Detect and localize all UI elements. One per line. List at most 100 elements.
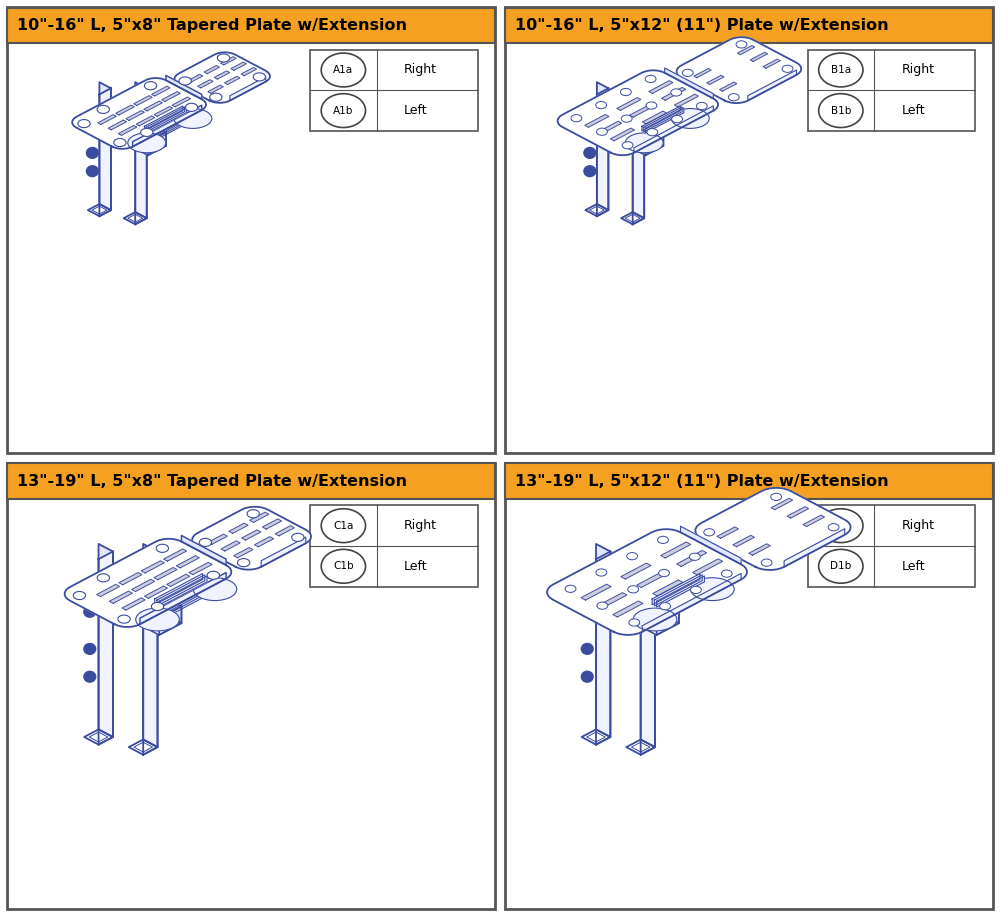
Polygon shape bbox=[665, 68, 713, 99]
Ellipse shape bbox=[819, 53, 863, 87]
Polygon shape bbox=[717, 527, 738, 539]
Polygon shape bbox=[661, 542, 691, 558]
Ellipse shape bbox=[660, 603, 671, 610]
Ellipse shape bbox=[629, 619, 640, 627]
Ellipse shape bbox=[156, 544, 168, 552]
Circle shape bbox=[581, 643, 593, 654]
Polygon shape bbox=[99, 544, 113, 737]
Polygon shape bbox=[262, 519, 282, 529]
Ellipse shape bbox=[321, 508, 366, 542]
Text: C1b: C1b bbox=[333, 562, 354, 572]
Polygon shape bbox=[254, 537, 274, 547]
FancyBboxPatch shape bbox=[808, 506, 975, 586]
Polygon shape bbox=[172, 97, 191, 107]
Polygon shape bbox=[634, 106, 713, 153]
Polygon shape bbox=[630, 104, 654, 117]
Ellipse shape bbox=[565, 585, 576, 593]
FancyBboxPatch shape bbox=[505, 6, 993, 453]
Polygon shape bbox=[234, 548, 253, 558]
Text: D1a: D1a bbox=[830, 520, 851, 530]
Ellipse shape bbox=[819, 93, 863, 127]
Polygon shape bbox=[597, 82, 608, 210]
Ellipse shape bbox=[628, 585, 639, 593]
Polygon shape bbox=[98, 114, 116, 125]
Ellipse shape bbox=[682, 70, 693, 76]
Text: 10"-16" L, 5"x12" (11") Plate w/Extension: 10"-16" L, 5"x12" (11") Plate w/Extensio… bbox=[515, 17, 888, 33]
Polygon shape bbox=[229, 523, 248, 533]
Ellipse shape bbox=[736, 41, 747, 48]
Circle shape bbox=[84, 643, 96, 654]
Polygon shape bbox=[643, 115, 689, 144]
FancyBboxPatch shape bbox=[7, 7, 495, 43]
Polygon shape bbox=[250, 512, 269, 522]
Polygon shape bbox=[164, 549, 187, 562]
Ellipse shape bbox=[321, 53, 366, 87]
Polygon shape bbox=[652, 573, 700, 605]
Polygon shape bbox=[261, 537, 306, 567]
Polygon shape bbox=[663, 598, 679, 623]
Ellipse shape bbox=[696, 103, 707, 110]
Polygon shape bbox=[189, 562, 212, 574]
Polygon shape bbox=[633, 82, 644, 218]
Text: C1a: C1a bbox=[333, 520, 354, 530]
Ellipse shape bbox=[151, 603, 164, 611]
Polygon shape bbox=[133, 105, 202, 147]
Ellipse shape bbox=[721, 570, 732, 577]
Polygon shape bbox=[118, 125, 137, 136]
Polygon shape bbox=[275, 526, 294, 536]
Polygon shape bbox=[585, 204, 608, 216]
Polygon shape bbox=[187, 74, 203, 82]
Polygon shape bbox=[633, 139, 663, 156]
Circle shape bbox=[584, 166, 596, 177]
Polygon shape bbox=[654, 574, 702, 606]
Polygon shape bbox=[585, 114, 609, 127]
Circle shape bbox=[86, 166, 98, 177]
Ellipse shape bbox=[321, 93, 366, 127]
Polygon shape bbox=[134, 95, 152, 105]
Ellipse shape bbox=[596, 569, 607, 576]
Ellipse shape bbox=[199, 539, 212, 547]
Ellipse shape bbox=[761, 559, 772, 566]
Text: D1b: D1b bbox=[830, 562, 851, 572]
Circle shape bbox=[584, 147, 596, 158]
Polygon shape bbox=[626, 739, 655, 755]
Polygon shape bbox=[208, 85, 223, 93]
Ellipse shape bbox=[647, 128, 658, 136]
Ellipse shape bbox=[596, 102, 607, 109]
Ellipse shape bbox=[625, 133, 663, 153]
Ellipse shape bbox=[141, 128, 153, 136]
Ellipse shape bbox=[174, 109, 212, 128]
Polygon shape bbox=[695, 488, 851, 570]
Polygon shape bbox=[166, 75, 202, 99]
FancyBboxPatch shape bbox=[7, 6, 495, 453]
Circle shape bbox=[581, 671, 593, 682]
Ellipse shape bbox=[114, 138, 126, 147]
Text: B1b: B1b bbox=[831, 105, 851, 115]
Ellipse shape bbox=[237, 559, 250, 567]
Polygon shape bbox=[645, 108, 684, 133]
Polygon shape bbox=[124, 213, 147, 224]
Polygon shape bbox=[159, 576, 207, 607]
Polygon shape bbox=[644, 107, 682, 132]
Polygon shape bbox=[214, 71, 230, 79]
Ellipse shape bbox=[217, 54, 230, 62]
Polygon shape bbox=[637, 572, 667, 587]
Text: Left: Left bbox=[901, 104, 925, 117]
Polygon shape bbox=[99, 82, 111, 210]
Polygon shape bbox=[621, 213, 644, 224]
Polygon shape bbox=[154, 106, 173, 116]
Polygon shape bbox=[162, 92, 180, 102]
Polygon shape bbox=[681, 526, 741, 564]
FancyBboxPatch shape bbox=[310, 49, 478, 131]
Ellipse shape bbox=[819, 508, 863, 542]
Ellipse shape bbox=[672, 115, 682, 123]
Polygon shape bbox=[97, 584, 120, 596]
Polygon shape bbox=[192, 507, 311, 570]
Ellipse shape bbox=[247, 509, 259, 518]
Polygon shape bbox=[597, 593, 627, 608]
Polygon shape bbox=[655, 587, 712, 622]
Polygon shape bbox=[657, 576, 704, 607]
Polygon shape bbox=[657, 606, 679, 635]
Polygon shape bbox=[153, 125, 166, 146]
Polygon shape bbox=[152, 86, 170, 96]
